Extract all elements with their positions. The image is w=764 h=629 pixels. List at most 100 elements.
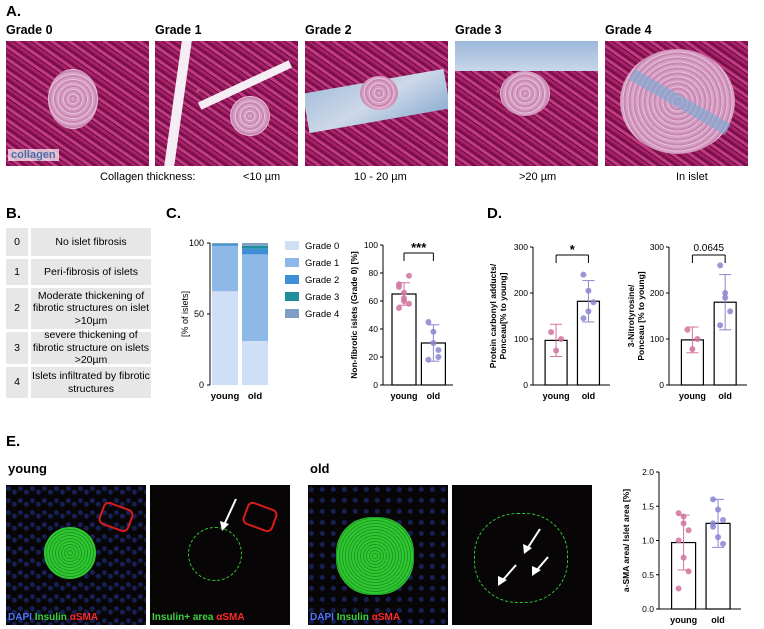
y-axis-label-line: Protein carbonyl adducts/ (488, 263, 498, 368)
bar (391, 293, 417, 386)
young-sma-image: Insulin+ area αSMA (150, 485, 290, 625)
data-point (717, 322, 724, 329)
data-point (558, 336, 565, 342)
legend-label: Grade 3 (305, 292, 339, 303)
x-tick-label: old (718, 391, 732, 401)
legend-label: Grade 4 (305, 309, 339, 320)
grade-cell-3: 3 (6, 332, 28, 364)
grade-cell-4: 4 (6, 367, 28, 398)
y-axis-label: Protein carbonyl adducts/Ponceau[% to yo… (488, 263, 508, 368)
bar-segment (212, 291, 238, 385)
data-point (580, 315, 587, 322)
data-point (727, 308, 734, 315)
x-tick-label: young (211, 391, 240, 402)
data-point (710, 520, 717, 527)
data-point (396, 281, 402, 288)
thickness-grade-2: 10 - 20 µm (354, 171, 407, 183)
sma-label: αSMA (69, 612, 99, 623)
histology-image-grade-4 (605, 41, 748, 166)
data-point (430, 328, 437, 335)
data-point (720, 540, 727, 547)
legend-label: Grade 2 (305, 275, 339, 286)
y-tick-label: 0 (523, 380, 528, 390)
description-cell-2: Moderate thickening of fibrotic structur… (31, 288, 151, 329)
y-tick-label: 100 (189, 238, 204, 248)
thickness-grade-4: In islet (676, 171, 708, 183)
data-point (720, 516, 727, 523)
data-point (430, 340, 437, 346)
arrow-icon (498, 528, 549, 586)
data-point (675, 510, 682, 517)
islet (500, 71, 550, 116)
grade-1-title: Grade 1 (155, 23, 202, 37)
old-title: old (310, 461, 330, 476)
chart-d-nitrotyrosine: 3-Nitrotyrosine/Ponceau [% to young] 0 100… (626, 242, 747, 401)
collagen-tag: collagen (8, 149, 59, 161)
collagen-band (455, 41, 598, 71)
grade-cell-1: 1 (6, 259, 28, 285)
data-point (553, 347, 560, 354)
sma-label-old: αSMA (371, 612, 401, 623)
chart-c-stacked: [% of islets] 0 50 100 young old Grade 0 Grade … (180, 238, 339, 402)
arrow-icon (220, 498, 237, 531)
data-point (715, 506, 722, 513)
x-tick-label: old (427, 391, 441, 401)
grade-0-title: Grade 0 (6, 23, 53, 37)
data-point (675, 537, 682, 544)
vessel (164, 41, 192, 166)
legend-swatch (285, 275, 299, 284)
description-cell-1: Peri-fibrosis of islets (31, 259, 151, 285)
y-tick-label: 300 (650, 242, 664, 252)
bar-segment (212, 244, 238, 246)
y-axis-label-line: Ponceau[% to young] (498, 272, 508, 359)
bar-segment (242, 254, 268, 341)
significance-label: *** (411, 240, 427, 255)
bar-segment (212, 243, 238, 244)
y-tick-label: 50 (194, 309, 204, 319)
x-tick-label: old (711, 615, 725, 625)
y-axis-label: Non-fibrotic islets (Grade 0) [%] (349, 251, 359, 379)
chart-d-carbonyl: Protein carbonyl adducts/Ponceau[% to yo… (488, 242, 610, 401)
data-point (548, 329, 555, 336)
bar-segment (242, 245, 268, 249)
y-axis-label: a-SMA area/ Islet area [%] (621, 489, 631, 592)
legend-swatch (285, 309, 299, 318)
legend-swatch (285, 241, 299, 250)
data-point (684, 326, 691, 333)
y-tick-label: 0.0 (642, 604, 654, 614)
data-point (435, 354, 442, 360)
x-tick-label: young (679, 391, 706, 401)
legend-swatch (285, 292, 299, 301)
y-axis-label: [% of islets] (180, 291, 190, 337)
old-sma-image (452, 485, 592, 625)
data-point (675, 585, 682, 592)
y-tick-label: 100 (514, 334, 528, 344)
islet (360, 76, 398, 110)
y-tick-label: 20 (369, 352, 379, 362)
sma-label-2: αSMA (216, 612, 245, 623)
islet (230, 96, 270, 136)
y-axis-label: 3-Nitrotyrosine/Ponceau [% to young] (626, 271, 646, 360)
legend-label: Grade 1 (305, 258, 339, 269)
panel-b-letter: B. (6, 205, 21, 222)
collagen-thickness-label: Collagen thickness: (100, 171, 196, 183)
y-axis-label-line: Ponceau [% to young] (636, 271, 646, 360)
y-tick-label: 0 (199, 380, 204, 390)
chart-e-sma: a-SMA area/ Islet area [%] 0.0 0.5 1.0 1.5 2.… (621, 467, 741, 625)
insulin-label-old: Insulin (336, 612, 369, 623)
old-merge-image: DAPI Insulin αSMA (308, 485, 448, 625)
description-cell-3: severe thickening of fibrotic structure … (31, 329, 151, 367)
significance-label: * (570, 242, 576, 257)
insulin-area-outline (474, 513, 568, 603)
data-point (406, 300, 412, 307)
y-tick-label: 0 (373, 380, 378, 390)
x-tick-label: old (248, 391, 262, 402)
data-point (722, 294, 729, 301)
y-tick-label: 0.5 (642, 570, 654, 580)
y-tick-label: 300 (514, 242, 528, 252)
grade-cell-0: 0 (6, 228, 28, 256)
legend-swatch (285, 258, 299, 267)
bar-segment (212, 243, 238, 245)
panel-e-letter: E. (6, 433, 21, 450)
bar-segment (212, 245, 238, 292)
